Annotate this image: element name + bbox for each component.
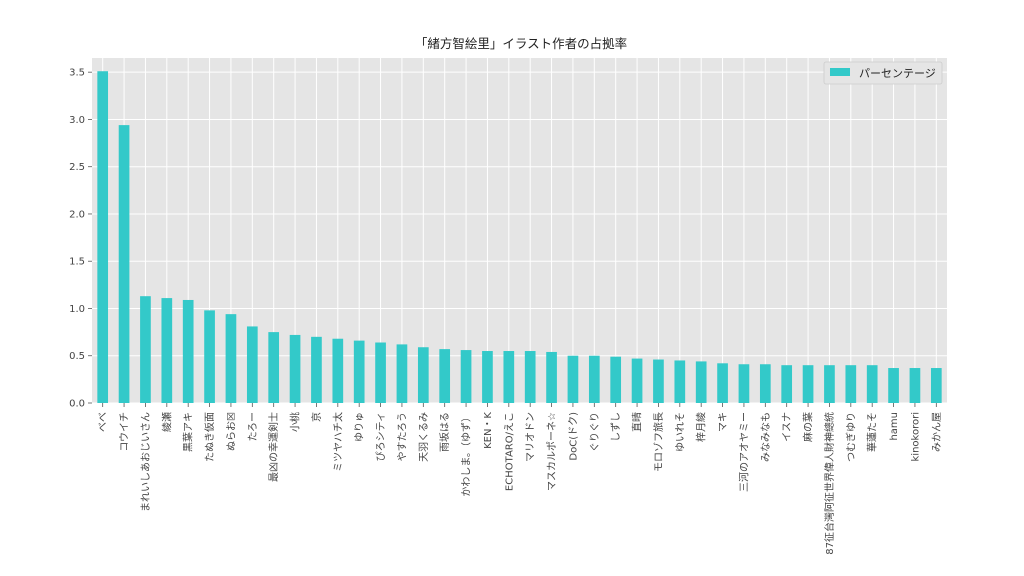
bar [909, 368, 921, 403]
y-tick-label: 1.0 [69, 304, 85, 315]
x-tick-label: マリオドン [525, 412, 537, 462]
bar [738, 364, 750, 403]
bar [482, 351, 493, 403]
bar [802, 365, 814, 403]
bar [439, 349, 451, 403]
bar [824, 365, 835, 403]
bar [332, 338, 344, 403]
bar [524, 351, 536, 403]
bar [610, 356, 622, 403]
bar [97, 71, 109, 403]
bar [289, 334, 301, 403]
x-tick-label: ぐりぐり [589, 412, 601, 452]
bar [140, 296, 151, 403]
x-tick-label: たぬき仮面 [203, 412, 216, 462]
x-tick-label: 直晴 [631, 412, 644, 432]
x-tick-label: マスカルポーネ☆ [546, 412, 558, 491]
x-tick-label: ゆいれそ [674, 412, 686, 452]
bar [353, 340, 365, 403]
bar [503, 351, 515, 403]
chart-title: 「緒方智絵里」イラスト作者の占拠率 [415, 36, 627, 51]
x-tick-label: たろー [247, 412, 259, 441]
x-tick-label: kinokorori [910, 412, 921, 461]
bar [161, 298, 173, 403]
bar [781, 365, 793, 403]
y-tick-label: 1.5 [69, 257, 85, 268]
x-tick-label: hamu [889, 412, 900, 441]
x-tick-label: 華蓮たそ [866, 412, 879, 452]
x-tick-label: 雨坂はる [439, 412, 451, 452]
x-tick-label: かわしま。（ゆず） [461, 412, 473, 497]
x-tick-label: 黒葉アキ [182, 412, 195, 452]
x-tick-label: ゆりゅ [354, 412, 366, 442]
x-tick-label: 最凶の幸運剣士 [267, 412, 280, 482]
x-axis: べべ コウイチ まれいしあおじいさん 綾瀬 黒葉アキ たぬき仮面 ぬらお☒ たろー 最凶の幸運剣… [98, 403, 943, 555]
bar [375, 342, 386, 403]
bar [588, 355, 600, 403]
x-tick-label: 綾瀬 [160, 412, 173, 432]
bar [674, 360, 686, 403]
bar [311, 336, 322, 403]
x-tick-label: 京 [310, 412, 323, 422]
plot-area [92, 58, 947, 403]
bar [866, 365, 878, 403]
x-tick-label: ミツヤハチ太 [331, 412, 344, 472]
bar [567, 355, 579, 403]
bar [631, 358, 643, 403]
x-tick-label: 梓月綾 [695, 412, 708, 442]
y-tick-label: 3.5 [69, 68, 85, 79]
bar [653, 359, 664, 403]
bar [246, 326, 258, 403]
x-tick-label: やすたろう [396, 412, 408, 461]
x-tick-label: DoC(ドク) [567, 412, 579, 461]
x-tick-label: モロゾフ旅長 [652, 412, 665, 472]
bar [888, 368, 899, 403]
x-tick-label: 小桃 [289, 412, 302, 432]
x-tick-label: べべ [98, 412, 109, 432]
x-tick-label: しずし [610, 412, 622, 442]
x-tick-label: 天羽くるみ [418, 412, 430, 462]
x-tick-label: まれいしあおじいさん [140, 412, 152, 512]
x-tick-label: つむぎゆり [844, 412, 857, 462]
bar [759, 364, 771, 403]
bar [225, 314, 237, 403]
y-tick-label: 0.5 [69, 351, 85, 362]
bar [268, 332, 280, 403]
legend: パーセンテージ [823, 61, 943, 85]
legend-swatch [830, 68, 850, 76]
bars [97, 71, 942, 403]
x-tick-label: マキ [718, 412, 729, 432]
bar [417, 347, 429, 403]
x-tick-label: ECHOTARO/えこ [503, 412, 515, 491]
y-tick-label: 3.0 [69, 115, 85, 126]
x-tick-label: みなみなも [760, 412, 772, 462]
bar [182, 299, 194, 403]
x-tick-label: 三河のアオヤミー [738, 412, 750, 492]
bar [695, 361, 707, 403]
x-tick-label: 麻の葉 [802, 412, 815, 442]
bar [396, 344, 408, 403]
bar [930, 368, 942, 403]
x-tick-label: コウイチ [119, 412, 131, 452]
bar [460, 350, 472, 403]
y-tick-label: 2.5 [69, 162, 85, 173]
x-tick-label: ぴろシティ [375, 412, 387, 461]
legend-label: パーセンテージ [859, 67, 936, 80]
x-tick-label: イスナ [781, 412, 793, 442]
y-tick-label: 0.0 [69, 399, 85, 410]
y-tick-label: 2.0 [69, 209, 85, 220]
bar [204, 310, 215, 403]
bar [546, 351, 557, 403]
bar [717, 363, 728, 403]
legend-box [823, 61, 943, 85]
bar [845, 365, 857, 403]
x-tick-label: KEN・K [483, 412, 494, 449]
bar [118, 125, 130, 403]
y-axis: 0.0 0.5 1.0 1.5 2.0 2.5 3.0 3.5 [69, 68, 92, 410]
x-tick-label: 87征台灣阿征世界偉人財神總統 [823, 412, 836, 555]
x-tick-label: ぬらお☒ [225, 412, 237, 451]
x-tick-label: みかん屋 [931, 412, 943, 452]
